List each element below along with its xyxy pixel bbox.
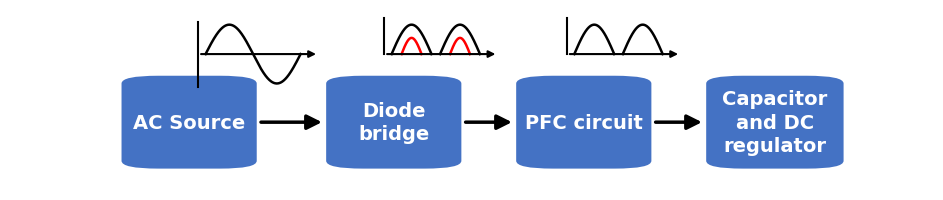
FancyBboxPatch shape: [122, 76, 256, 169]
Text: Capacitor
and DC
regulator: Capacitor and DC regulator: [722, 90, 828, 155]
FancyBboxPatch shape: [326, 76, 461, 169]
FancyBboxPatch shape: [516, 76, 652, 169]
Text: AC Source: AC Source: [133, 113, 245, 132]
Text: Diode
bridge: Diode bridge: [358, 101, 429, 144]
FancyBboxPatch shape: [706, 76, 844, 169]
Text: PFC circuit: PFC circuit: [525, 113, 643, 132]
